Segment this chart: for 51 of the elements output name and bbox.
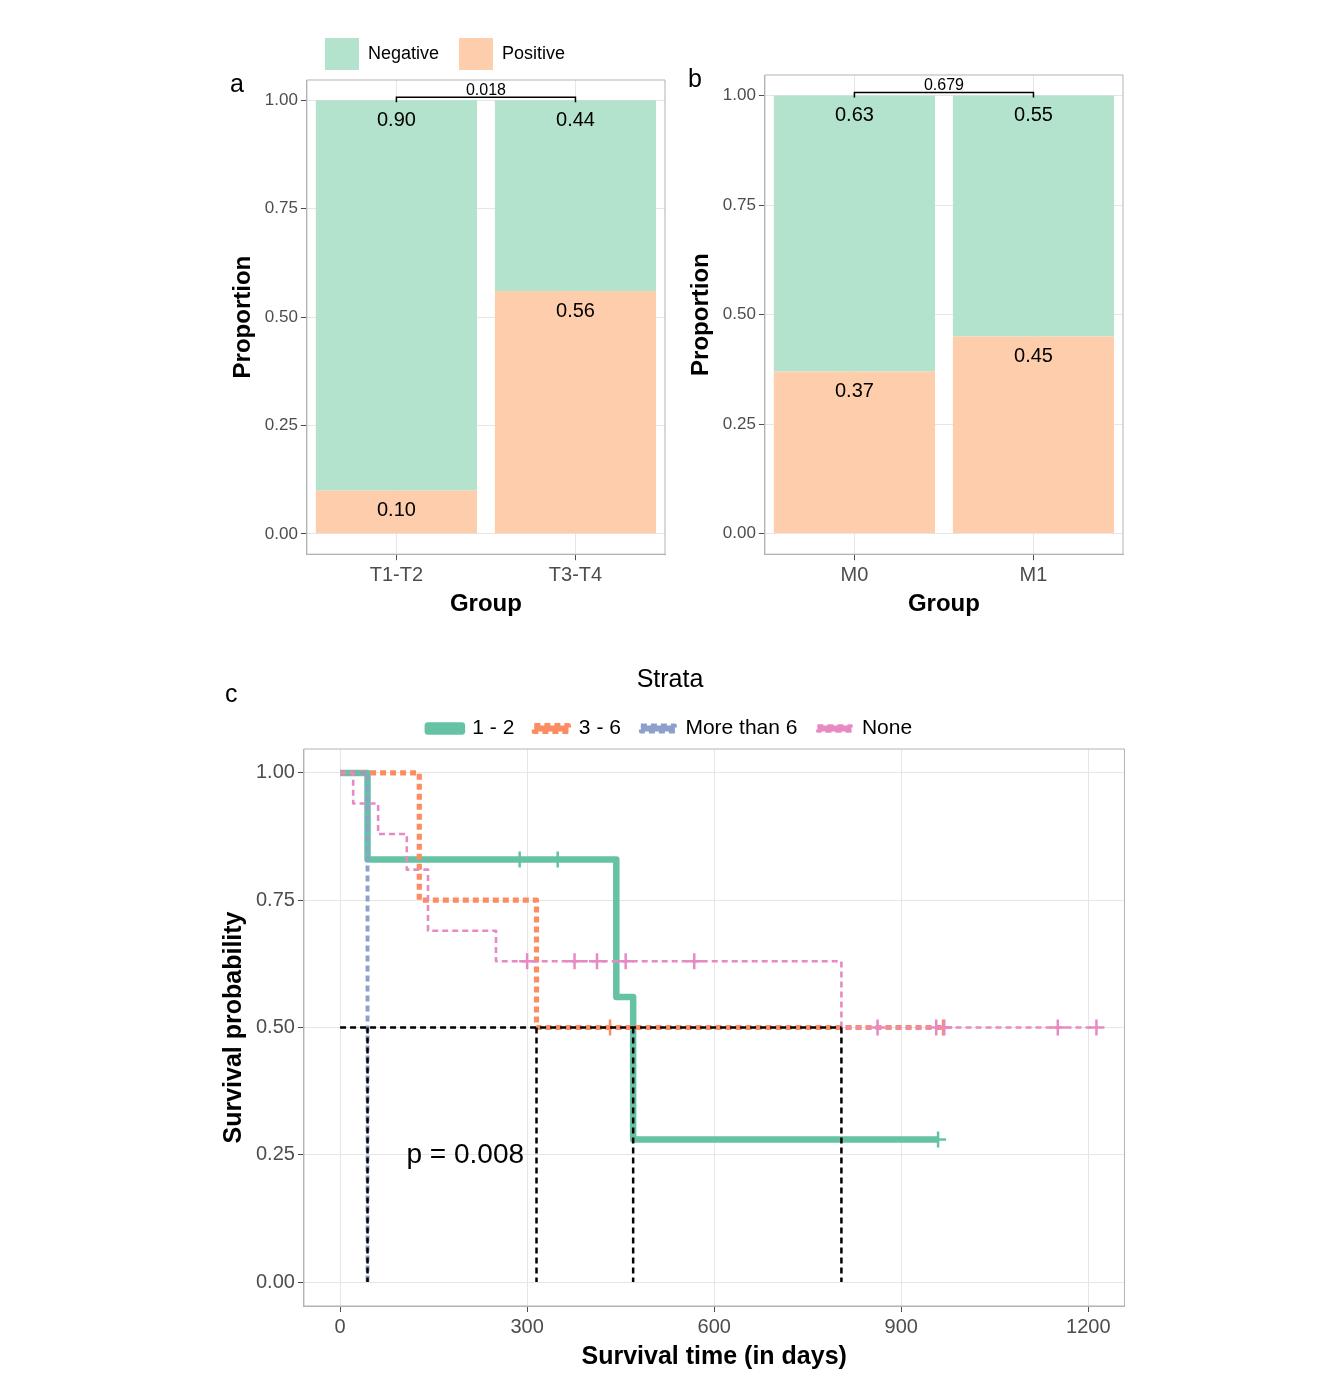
data-label: 0.63 xyxy=(834,103,874,126)
y-axis-title: Proportion xyxy=(686,253,714,376)
y-tick-label: 0.00 xyxy=(722,523,756,543)
y-tick-label: 1.00 xyxy=(255,760,295,783)
data-label: 0.44 xyxy=(556,107,595,130)
y-tick-label: 0.50 xyxy=(264,306,298,326)
x-tick-label: T1-T2 xyxy=(369,562,424,585)
data-label: 0.55 xyxy=(1014,103,1053,126)
y-tick-label: 0.25 xyxy=(255,1142,295,1165)
legend-label: More than 6 xyxy=(685,715,798,739)
y-tick-label: 0.25 xyxy=(264,415,298,435)
x-tick-label: 600 xyxy=(697,1314,731,1337)
y-tick-label: 0.75 xyxy=(264,198,298,218)
text: c xyxy=(225,679,238,707)
y-tick-label: 0.50 xyxy=(255,1015,295,1038)
legend-label: 1 - 2 xyxy=(472,715,515,739)
y-tick-label: 1.00 xyxy=(722,85,756,105)
annotation: 0.018 xyxy=(465,80,507,98)
legend-label: 3 - 6 xyxy=(578,715,621,739)
y-tick-label: 0.75 xyxy=(722,194,756,214)
data-label: 0.45 xyxy=(1014,344,1053,367)
data-label: 0.10 xyxy=(376,498,416,520)
data-label: 0.56 xyxy=(556,298,595,321)
data-label: 0.37 xyxy=(834,379,874,402)
y-tick-label: 0.00 xyxy=(264,523,298,543)
text: a xyxy=(230,69,244,97)
x-tick-label: M1 xyxy=(1019,562,1048,585)
legend-title: Strata xyxy=(636,664,704,693)
y-tick-label: 0.75 xyxy=(255,887,295,910)
y-tick-label: 0.50 xyxy=(722,304,756,324)
y-tick-label: 0.00 xyxy=(255,1269,295,1292)
y-tick-label: 0.25 xyxy=(722,413,756,433)
legend-label: None xyxy=(861,715,913,739)
x-tick-label: 900 xyxy=(884,1314,918,1337)
legend-label: Positive xyxy=(502,42,566,63)
x-axis-title: Group xyxy=(449,589,522,617)
data-label: 0.90 xyxy=(376,107,416,130)
text: b xyxy=(688,64,702,92)
y-tick-label: 1.00 xyxy=(264,90,298,110)
x-tick-label: 0 xyxy=(334,1314,346,1337)
y-axis-title: Survival probability xyxy=(217,911,246,1144)
annotation: 0.679 xyxy=(923,75,965,93)
annotation: p = 0.008 xyxy=(406,1138,525,1170)
x-tick-label: 300 xyxy=(510,1314,544,1337)
legend-label: Negative xyxy=(367,42,440,63)
x-tick-label: T3-T4 xyxy=(548,562,603,585)
x-axis-title: Survival time (in days) xyxy=(581,1340,847,1369)
x-tick-label: 1200 xyxy=(1066,1314,1111,1337)
x-tick-label: M0 xyxy=(840,562,869,585)
x-axis-title: Group xyxy=(907,589,980,617)
y-axis-title: Proportion xyxy=(228,255,256,379)
